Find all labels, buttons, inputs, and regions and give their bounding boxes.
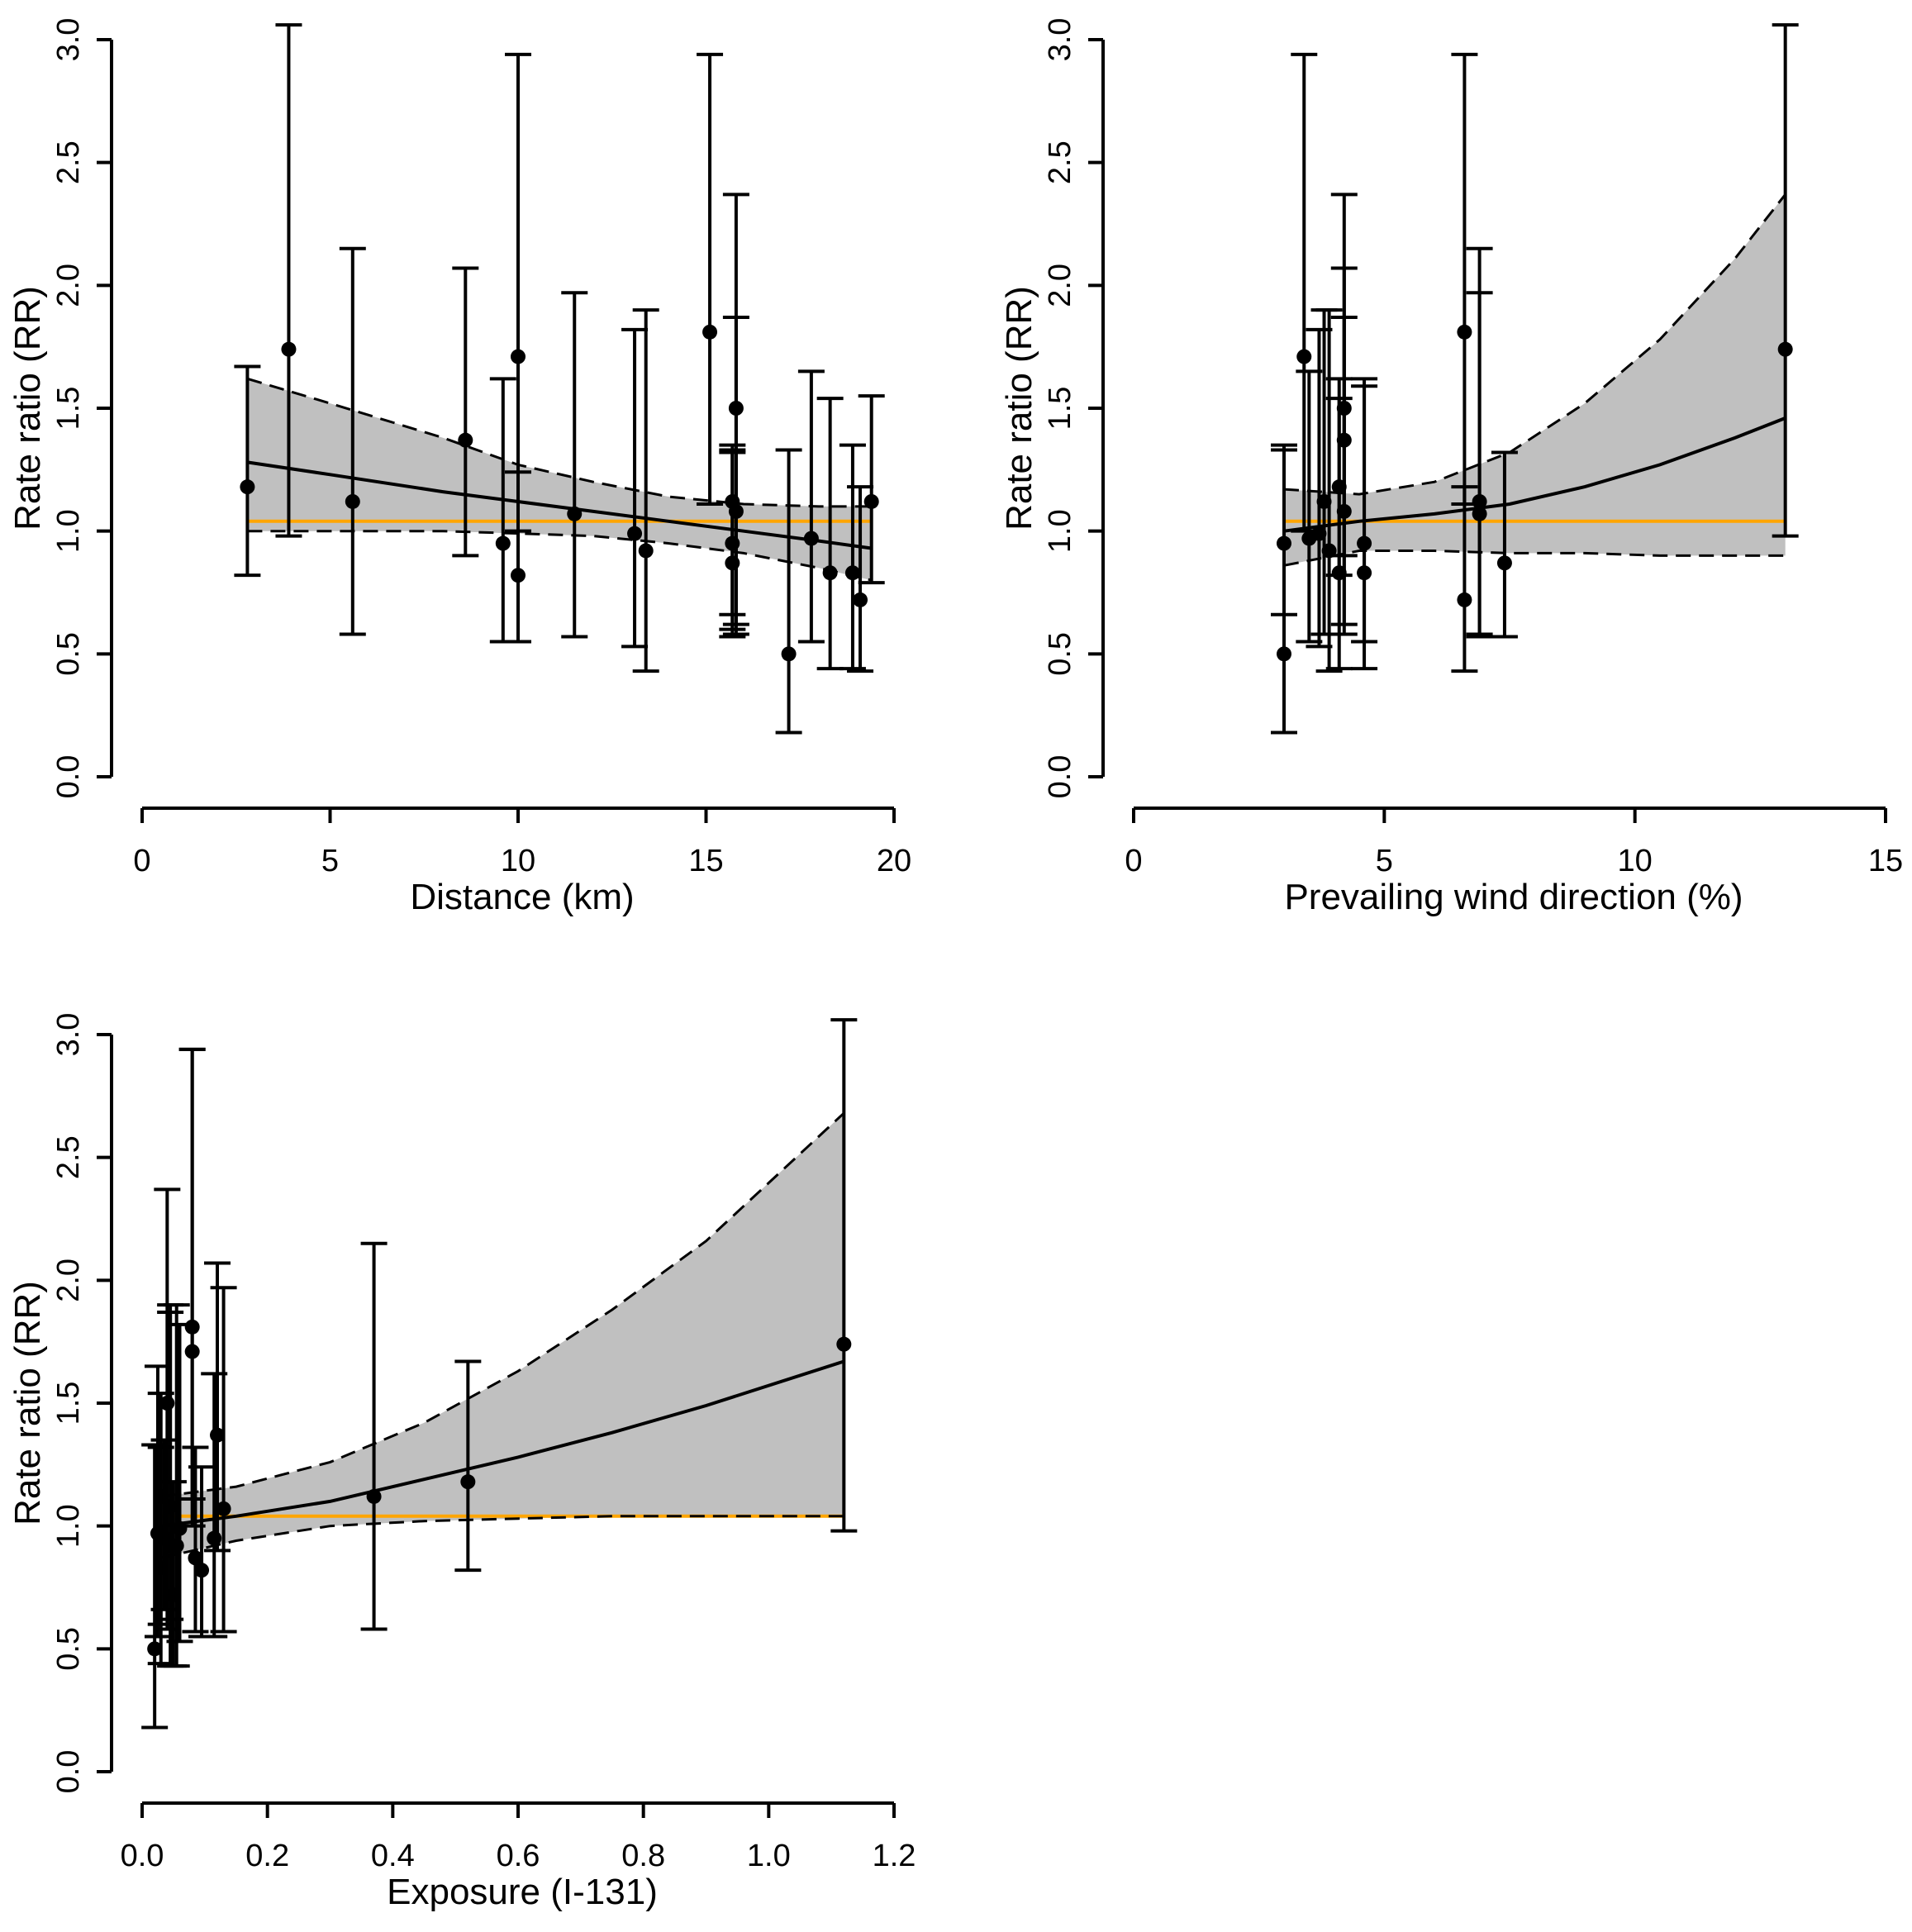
- data-point-9: [638, 543, 654, 559]
- data-point-12: [184, 1344, 200, 1359]
- x-tick-label-5: 1.0: [747, 1839, 791, 1873]
- y-tick-label-6: 3.0: [51, 18, 86, 62]
- fitted-line: [1283, 416, 1786, 533]
- data-point-20: [853, 592, 868, 607]
- data-point-19: [844, 565, 860, 581]
- data-point-7: [567, 506, 583, 521]
- x-axis-title: Distance (km): [410, 877, 634, 917]
- data-point-15: [1457, 592, 1472, 607]
- y-tick-label-5: 2.5: [51, 1135, 86, 1179]
- fitted-line: [160, 1359, 844, 1528]
- data-point-8: [627, 526, 643, 541]
- y-tick-label-4: 2.0: [1043, 264, 1077, 307]
- y-tick-label-2: 1.0: [51, 1504, 86, 1548]
- x-tick-label-4: 0.8: [621, 1839, 665, 1873]
- y-tick-label-1: 0.5: [51, 632, 86, 676]
- y-tick-label-3: 1.5: [51, 387, 86, 431]
- y-tick-label-2: 1.0: [51, 509, 86, 553]
- confidence-band: [247, 378, 872, 581]
- y-tick-label-6: 3.0: [1043, 18, 1077, 62]
- data-point-14: [194, 1563, 210, 1578]
- lower-ci-line: [160, 1515, 844, 1559]
- data-point-9: [169, 1538, 184, 1554]
- y-tick-label-5: 2.5: [51, 140, 86, 184]
- panel-distance: 0 5 10 15 20 Distance (km) 0.0 0.5 1.0 1.5 2.0 2.5 3…: [7, 18, 911, 917]
- x-tick-label-3: 15: [1868, 844, 1903, 878]
- data-point-20: [836, 1336, 852, 1352]
- x-tick-label-0: 0: [1125, 844, 1142, 878]
- y-tick-label-4: 2.0: [51, 1259, 86, 1302]
- data-point-3: [458, 432, 473, 448]
- data-point-6: [511, 568, 526, 583]
- y-tick-label-0: 0.0: [1043, 755, 1077, 799]
- data-point-1: [1277, 646, 1291, 662]
- y-tick-label-1: 0.5: [1043, 632, 1077, 676]
- x-tick-label-1: 0.2: [245, 1839, 289, 1873]
- x-tick-label-0: 0.0: [121, 1839, 164, 1873]
- data-point-17: [216, 1501, 231, 1516]
- data-point-16: [781, 646, 797, 662]
- upper-ci-line: [160, 1112, 845, 1498]
- fitted-line: [247, 460, 872, 550]
- x-tick-label-6: 1.2: [873, 1839, 916, 1873]
- x-tick-label-1: 5: [1376, 844, 1393, 878]
- y-tick-label-0: 0.0: [51, 1750, 86, 1794]
- upper-ci-line: [1283, 193, 1786, 496]
- x-tick-label-2: 10: [501, 844, 535, 878]
- y-axis-title: Rate ratio (RR): [7, 1281, 48, 1525]
- upper-ci-line: [246, 377, 872, 508]
- x-axis-title: Prevailing wind direction (%): [1284, 877, 1743, 917]
- data-point-5: [159, 1396, 175, 1411]
- data-point-4: [495, 535, 511, 551]
- x-tick-label-3: 15: [688, 844, 723, 878]
- data-point-15: [728, 503, 744, 519]
- confidence-band: [1284, 194, 1786, 566]
- x-tick-label-4: 20: [877, 844, 911, 878]
- data-point-10: [172, 1520, 188, 1536]
- y-axis-title: Rate ratio (RR): [999, 286, 1039, 531]
- data-point-2: [1296, 349, 1312, 364]
- y-tick-label-4: 2.0: [51, 264, 86, 307]
- data-point-5: [511, 349, 526, 364]
- y-tick-label-6: 3.0: [51, 1013, 86, 1057]
- data-point-16: [210, 1427, 225, 1443]
- data-point-1: [281, 341, 297, 357]
- data-point-19: [460, 1474, 476, 1490]
- data-point-10: [702, 324, 718, 340]
- data-point-17: [1472, 506, 1487, 521]
- x-tick-label-2: 10: [1618, 844, 1653, 878]
- panel-exposure: 0.0 0.2 0.4 0.6 0.8 1.0 1.2 Exposure (I-131) 0.0…: [7, 1013, 916, 1912]
- x-tick-label-1: 5: [321, 844, 339, 878]
- y-axis-title: Rate ratio (RR): [7, 286, 48, 531]
- x-axis-title: Exposure (I-131): [387, 1872, 658, 1912]
- data-point-15: [207, 1530, 222, 1546]
- data-point-19: [1777, 341, 1793, 357]
- lower-ci-line: [1283, 550, 1786, 567]
- y-tick-label-2: 1.0: [1043, 509, 1077, 553]
- data-point-0: [240, 479, 255, 495]
- lower-ci-line: [247, 530, 873, 582]
- data-point-18: [822, 565, 838, 581]
- data-point-13: [1357, 565, 1372, 581]
- data-point-14: [1457, 324, 1472, 340]
- data-point-11: [1336, 503, 1352, 519]
- data-point-0: [147, 1641, 163, 1657]
- y-tick-label-5: 2.5: [1043, 140, 1077, 184]
- data-point-21: [863, 493, 879, 509]
- data-point-13: [188, 1550, 203, 1566]
- y-tick-label-3: 1.5: [51, 1382, 86, 1425]
- data-point-2: [345, 493, 360, 509]
- data-point-18: [366, 1488, 382, 1504]
- x-tick-label-0: 0: [133, 844, 150, 878]
- data-point-18: [1496, 555, 1512, 571]
- confidence-band: [160, 1113, 844, 1558]
- panel-wind-direction: 0 5 10 15 Prevailing wind direction (%) 0.0 0.…: [999, 18, 1903, 917]
- data-point-17: [803, 531, 819, 546]
- y-tick-label-3: 1.5: [1043, 387, 1077, 431]
- y-tick-label-0: 0.0: [51, 755, 86, 799]
- x-tick-label-2: 0.4: [371, 1839, 415, 1873]
- x-tick-label-3: 0.6: [497, 1839, 540, 1873]
- y-tick-label-1: 0.5: [51, 1627, 86, 1671]
